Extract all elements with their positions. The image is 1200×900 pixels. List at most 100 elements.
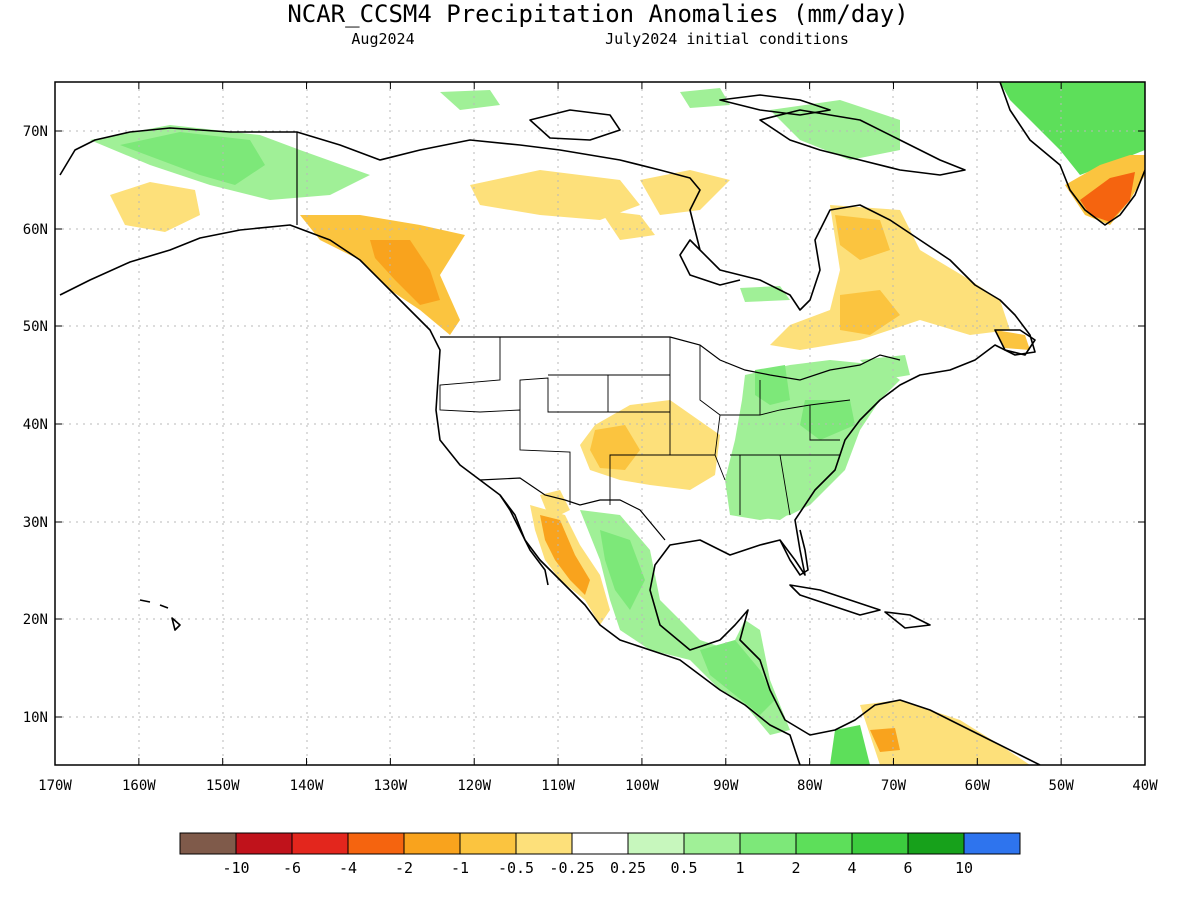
shade-colombia-wet bbox=[830, 725, 870, 765]
colorbar-label: -0.25 bbox=[549, 859, 594, 877]
lon-label: 70W bbox=[881, 778, 907, 794]
map-panel bbox=[55, 82, 1145, 765]
colorbar-swatch bbox=[851, 832, 909, 855]
coast-newfoundland bbox=[994, 329, 1036, 356]
lon-label: 100W bbox=[625, 778, 659, 794]
coast-hispaniola bbox=[884, 611, 931, 629]
colorbar-label: -6 bbox=[283, 859, 301, 877]
coast-hawaii bbox=[139, 599, 181, 631]
lat-label: 10N bbox=[23, 710, 48, 726]
lon-label: 160W bbox=[122, 778, 156, 794]
border-us-canada bbox=[440, 336, 901, 381]
shade-arctic-wet-1 bbox=[440, 90, 500, 110]
colorbar-swatch bbox=[963, 832, 1021, 855]
colorbar-swatch bbox=[179, 832, 237, 855]
colorbar-label: 4 bbox=[847, 859, 856, 877]
shade-quebec-dry-strong-2 bbox=[840, 290, 900, 335]
map-title: NCAR_CCSM4 Precipitation Anomalies (mm/d… bbox=[287, 0, 908, 28]
map-subtitle-initial-conditions: July2024 initial conditions bbox=[605, 30, 849, 48]
colorbar-swatch bbox=[515, 832, 573, 855]
coast-florida bbox=[779, 529, 809, 576]
lat-label: 60N bbox=[23, 222, 48, 238]
lon-label: 90W bbox=[713, 778, 739, 794]
map-gridlines bbox=[55, 82, 1145, 765]
colorbar-swatch bbox=[235, 832, 293, 855]
shade-greenland-dry bbox=[1080, 172, 1135, 222]
colorbar-swatch bbox=[683, 832, 741, 855]
coastlines bbox=[59, 82, 1145, 765]
shade-venezuela-dry bbox=[860, 700, 1030, 765]
lat-label: 70N bbox=[23, 124, 48, 140]
colorbar-label: 0.25 bbox=[610, 859, 646, 877]
lon-label: 120W bbox=[457, 778, 491, 794]
lon-label: 130W bbox=[374, 778, 408, 794]
political-borders bbox=[296, 132, 901, 541]
shade-nunavut-dry bbox=[470, 170, 640, 220]
shade-central-america-wet bbox=[700, 640, 775, 715]
colorbar-swatch bbox=[627, 832, 685, 855]
border-us-mexico bbox=[479, 477, 666, 541]
map-subtitle-month: Aug2024 bbox=[351, 30, 414, 48]
lat-label: 20N bbox=[23, 612, 48, 628]
colorbar-label: -4 bbox=[339, 859, 357, 877]
shade-plains-dry-strong bbox=[590, 425, 640, 470]
lon-label: 140W bbox=[290, 778, 324, 794]
colorbar-swatch bbox=[403, 832, 461, 855]
lon-label: 80W bbox=[797, 778, 823, 794]
longitude-axis: 170W 160W 150W 140W 130W 120W 110W 100W 90W 80W 70… bbox=[38, 82, 1158, 794]
lon-label: 110W bbox=[541, 778, 575, 794]
lon-label: 60W bbox=[965, 778, 991, 794]
lon-label: 40W bbox=[1132, 778, 1158, 794]
coast-ellesmere bbox=[719, 94, 831, 116]
shade-eastern-us-wet-mid bbox=[800, 400, 855, 440]
colorbar-label: -1 bbox=[451, 859, 469, 877]
shade-greenland-wet bbox=[1000, 82, 1145, 175]
coast-baja bbox=[499, 494, 549, 586]
colorbar-label: -10 bbox=[222, 859, 249, 877]
shade-bc-coast-dry-strong bbox=[370, 240, 440, 305]
lon-label: 150W bbox=[206, 778, 240, 794]
shade-newfoundland-dry bbox=[995, 330, 1030, 350]
coast-baffin bbox=[759, 109, 966, 176]
colorbar-label: -0.5 bbox=[498, 859, 534, 877]
border-us-states bbox=[439, 337, 851, 516]
shade-southeast-wet bbox=[730, 470, 810, 520]
shade-hudson-wet bbox=[740, 286, 790, 302]
shade-northeast-wet bbox=[860, 355, 910, 380]
shade-alaska-dry bbox=[110, 182, 200, 232]
colorbar: -10 -6 -4 -2 -1 -0.5 -0.25 0.25 0.5 1 2 4 6 10 bbox=[179, 832, 1021, 877]
lon-label: 50W bbox=[1049, 778, 1075, 794]
colorbar-label: 2 bbox=[791, 859, 800, 877]
coast-cuba bbox=[789, 584, 881, 616]
coast-alaska bbox=[59, 127, 1041, 765]
colorbar-swatch bbox=[739, 832, 797, 855]
coast-victoria-island bbox=[529, 109, 621, 141]
coast-west bbox=[59, 224, 801, 765]
coast-greenland bbox=[999, 82, 1145, 226]
coast-hudson-bay bbox=[679, 239, 741, 286]
shade-arctic-wet-2 bbox=[680, 88, 730, 108]
colorbar-swatch bbox=[459, 832, 517, 855]
shade-great-lakes-wet bbox=[755, 365, 790, 405]
lat-label: 40N bbox=[23, 417, 48, 433]
colorbar-label: 10 bbox=[955, 859, 973, 877]
shade-alaska-wet-mid bbox=[120, 132, 265, 185]
shade-nunavut-dry-east bbox=[640, 170, 730, 215]
colorbar-label: 1 bbox=[735, 859, 744, 877]
lat-label: 50N bbox=[23, 319, 48, 335]
colorbar-swatch bbox=[347, 832, 405, 855]
colorbar-label: -2 bbox=[395, 859, 413, 877]
lon-label: 170W bbox=[38, 778, 72, 794]
shade-nunavut-dry-south bbox=[600, 210, 655, 240]
lat-label: 30N bbox=[23, 515, 48, 531]
colorbar-swatch bbox=[795, 832, 853, 855]
colorbar-swatch bbox=[571, 832, 629, 855]
shade-quebec-dry bbox=[770, 205, 1010, 350]
shade-mexico-wet-mid bbox=[600, 530, 645, 610]
latitude-axis: 70N 60N 50N 40N 30N 20N 10N bbox=[23, 124, 1145, 726]
colorbar-label: 0.5 bbox=[670, 859, 697, 877]
colorbar-label: 6 bbox=[903, 859, 912, 877]
colorbar-swatch bbox=[907, 832, 965, 855]
shade-mexico-dry-strong bbox=[540, 515, 590, 595]
